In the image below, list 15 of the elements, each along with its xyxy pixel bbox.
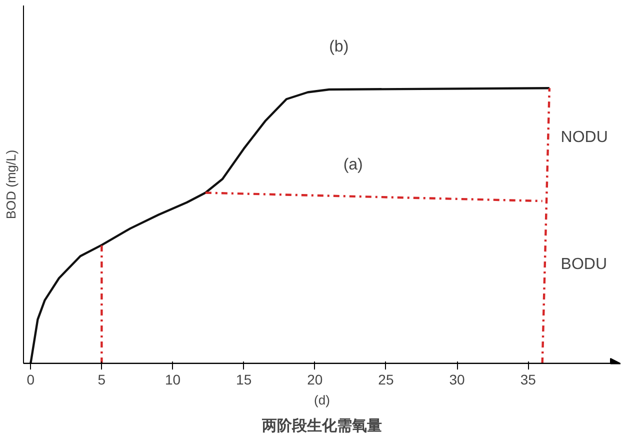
annotation: (a) bbox=[343, 156, 363, 174]
x-tick-label: 5 bbox=[98, 372, 106, 388]
x-tick-label: 20 bbox=[307, 372, 323, 388]
x-tick-label: 10 bbox=[164, 372, 181, 388]
x-tick-label: 15 bbox=[236, 372, 252, 388]
text: (b) bbox=[329, 38, 349, 56]
x-axis-title: (d) bbox=[314, 392, 330, 408]
x-tick-label: 35 bbox=[520, 372, 536, 388]
x-tick-label: 30 bbox=[449, 372, 466, 388]
x-tick-label: 0 bbox=[26, 372, 35, 388]
x-tick-label: 25 bbox=[378, 372, 394, 388]
text: 两阶段生化需氧量 bbox=[261, 418, 382, 434]
y-axis-title: BOD (mg/L) bbox=[4, 150, 18, 220]
annotation: BODU bbox=[560, 256, 608, 273]
annotation: NODU bbox=[560, 129, 608, 146]
